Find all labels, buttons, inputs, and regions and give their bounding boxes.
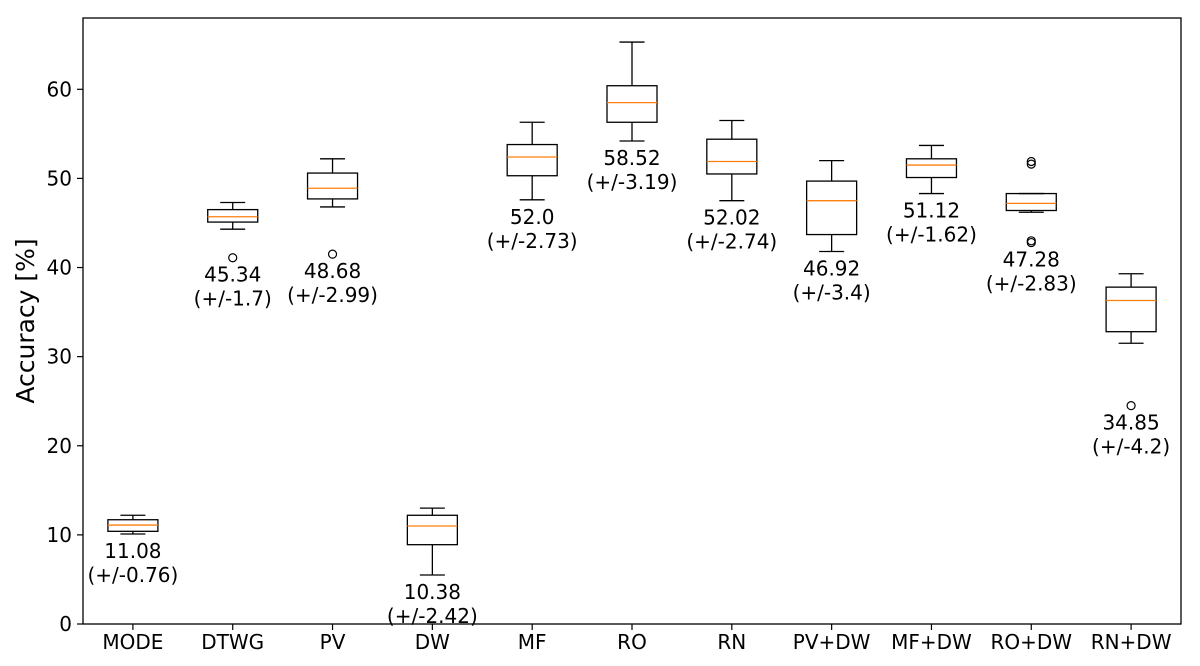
std-label: (+/-1.62) (886, 223, 977, 247)
box-group: 11.08(+/-0.76) (87, 514, 178, 587)
iqr-box (1105, 286, 1157, 333)
mean-label: 58.52 (603, 146, 660, 170)
mean-label: 52.0 (510, 205, 555, 229)
box-group: 58.52(+/-3.19) (587, 41, 678, 194)
std-label: (+/-2.74) (686, 230, 777, 254)
box-group: 10.38(+/-2.42) (387, 507, 478, 628)
std-label: (+/-4.2) (1092, 435, 1170, 459)
x-tick-label: RO (617, 630, 647, 654)
mean-label: 45.34 (204, 263, 261, 287)
x-tick-label: PV+DW (793, 630, 871, 654)
box-group: 34.85(+/-4.2) (1092, 273, 1170, 459)
outlier-point (1026, 156, 1036, 167)
x-axis: MODE DTWG PV DW MF RO RN PV+DW MF+DW RO+DW RN+DW (102, 624, 1172, 654)
iqr-box (606, 85, 658, 123)
mean-label: 46.92 (803, 256, 860, 280)
std-label: (+/-2.83) (986, 272, 1077, 296)
plot-frame (82, 17, 1182, 625)
outlier-point (1026, 159, 1036, 169)
y-tick-label: 50 (47, 166, 72, 190)
mean-label: 52.02 (703, 206, 760, 230)
x-tick-label: DW (415, 630, 450, 654)
x-tick-label: RN+DW (1091, 630, 1172, 654)
y-tick-label: 0 (59, 612, 72, 636)
box-group: 45.34(+/-1.7) (194, 201, 272, 311)
outlier-point (327, 249, 338, 259)
y-tick-label: 10 (47, 523, 72, 547)
iqr-box (706, 138, 758, 175)
box-group: 48.68(+/-2.99) (287, 158, 378, 307)
iqr-box (1005, 192, 1057, 212)
y-tick-label: 20 (47, 434, 72, 458)
outlier-point (1026, 236, 1036, 246)
y-axis-title: Accuracy [%] (11, 238, 40, 403)
std-label: (+/-3.19) (587, 170, 678, 194)
iqr-box (306, 172, 359, 200)
box-group: 52.02(+/-2.74) (686, 119, 777, 254)
iqr-box (905, 158, 958, 179)
iqr-box (406, 514, 459, 546)
box-group: 52.0(+/-2.73) (487, 121, 578, 253)
x-tick-label: MF+DW (891, 630, 972, 654)
y-tick-label: 60 (47, 77, 72, 101)
mean-label: 11.08 (104, 539, 161, 563)
x-tick-label: MODE (102, 630, 163, 654)
mean-label: 34.85 (1102, 411, 1159, 435)
mean-label: 47.28 (1003, 248, 1060, 272)
x-tick-label: RN (717, 630, 746, 654)
outlier-point (1126, 401, 1136, 411)
box-group: 51.12(+/-1.62) (886, 144, 977, 247)
std-label: (+/-2.73) (487, 229, 578, 253)
y-tick-label: 40 (47, 256, 72, 280)
iqr-box (506, 143, 558, 177)
iqr-box (207, 208, 259, 223)
mean-label: 51.12 (903, 199, 960, 223)
std-label: (+/-2.99) (287, 283, 378, 307)
box-group: 46.92(+/-3.4) (793, 159, 871, 304)
y-axis: 0 10 20 30 40 50 60 (47, 77, 83, 636)
outlier-point (228, 253, 238, 263)
mean-label: 10.38 (404, 580, 461, 604)
iqr-box (805, 180, 858, 236)
std-label: (+/-3.4) (793, 280, 871, 304)
x-tick-label: DTWG (201, 630, 264, 654)
std-label: (+/-1.7) (194, 287, 272, 311)
mean-label: 48.68 (304, 259, 361, 283)
y-tick-label: 30 (47, 345, 72, 369)
x-tick-label: MF (518, 630, 547, 654)
plot-area: 11.08(+/-0.76)45.34(+/-1.7)48.68(+/-2.99… (87, 41, 1170, 628)
box-group: 47.28(+/-2.83) (986, 156, 1077, 296)
x-tick-label: PV (320, 630, 346, 654)
std-label: (+/-0.76) (87, 563, 178, 587)
x-tick-label: RO+DW (990, 630, 1072, 654)
